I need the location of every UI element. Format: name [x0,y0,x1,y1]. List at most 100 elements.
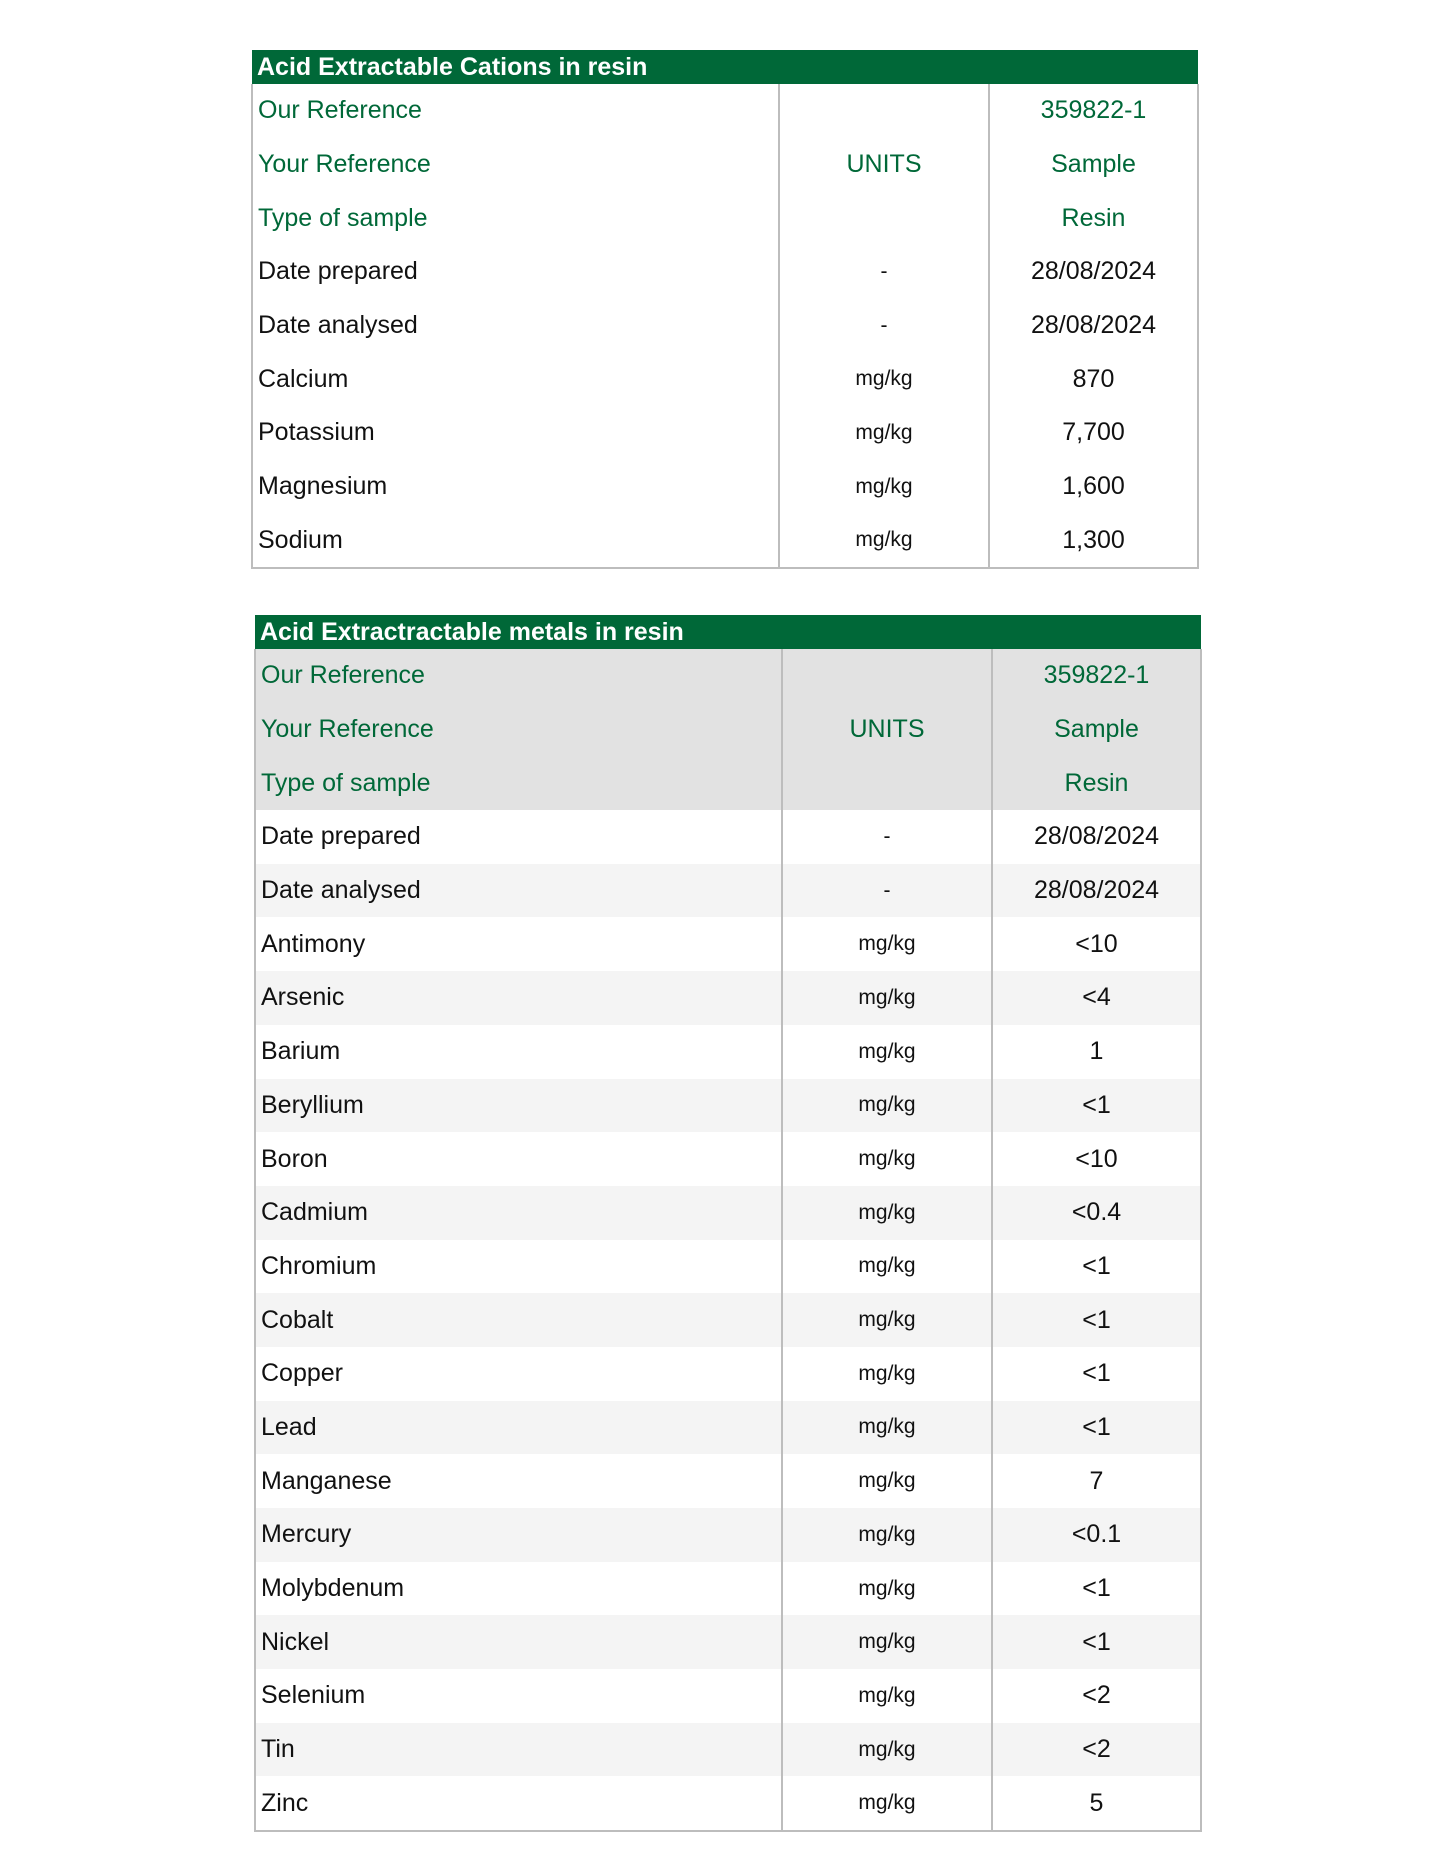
row-value: 870 [988,352,1199,407]
row-value: <2 [990,1722,1203,1777]
row-label: Potassium [251,406,780,460]
table-title: Acid Extractable Cations in resin [252,50,1198,84]
row-units: - [778,298,990,353]
reference-row: Our Reference 359822-1 [251,84,1199,138]
row-value: 7 [990,1454,1203,1508]
table-row: Cobalt mg/kg <1 [254,1293,1203,1347]
row-value: 1 [990,1024,1203,1079]
row-value: 28/08/2024 [988,298,1199,353]
row-label: Date analysed [254,863,783,918]
table-row: Date prepared -28/08/2024 [251,245,1199,299]
row-units: mg/kg [781,1132,993,1186]
row-label: Lead [254,1400,783,1455]
row-units: mg/kg [778,459,990,514]
table-row: Copper mg/kg <1 [254,1346,1203,1401]
row-value: 5 [990,1776,1203,1833]
row-value: <1 [990,1561,1203,1616]
table-row: Zinc mg/kg 5 [254,1776,1203,1833]
table-row: Mercury mg/kg <0.1 [254,1508,1203,1562]
row-value: <1 [990,1239,1203,1294]
table-row: Chromium mg/kg <1 [254,1239,1203,1294]
row-value: <2 [990,1669,1203,1723]
row-units [781,756,993,811]
row-label: Barium [254,1024,783,1079]
row-value: <4 [990,971,1203,1025]
metals-table: Acid Extractractable metals in resin Our… [254,615,1203,1833]
row-units: mg/kg [781,1239,993,1294]
row-units: mg/kg [781,1561,993,1616]
row-value: <1 [990,1346,1203,1401]
table-row: Sodium mg/kg 1,300 [251,513,1199,570]
row-label: Tin [254,1722,783,1777]
table-row: Cadmium mg/kg <0.4 [254,1185,1203,1240]
row-value: Resin [990,756,1203,811]
row-label: Molybdenum [254,1561,783,1616]
table-row: Magnesium mg/kg 1,600 [251,459,1199,514]
row-label: Nickel [254,1615,783,1670]
row-label: Date prepared [251,245,780,299]
row-units: UNITS [778,137,990,192]
row-label: Our Reference [254,649,783,703]
row-units: - [781,863,993,918]
row-units [781,649,993,703]
table-row: Lead mg/kg <1 [254,1400,1203,1455]
row-label: Your Reference [254,702,783,757]
row-units: mg/kg [778,352,990,407]
row-units: mg/kg [778,513,990,570]
reference-row: Our Reference 359822-1 [254,649,1203,703]
row-units: - [778,245,990,299]
row-value: 359822-1 [988,84,1199,138]
row-value: <0.4 [990,1185,1203,1240]
row-value: <10 [990,917,1203,972]
row-value: 1,300 [988,513,1199,570]
row-label: Antimony [254,917,783,972]
table-row: Calcium mg/kg 870 [251,352,1199,407]
table-row: Tin mg/kg <2 [254,1722,1203,1777]
row-value: <1 [990,1293,1203,1347]
row-units: mg/kg [781,917,993,972]
reference-row: Type of sample Resin [254,756,1203,811]
table-row: Date analysed -28/08/2024 [251,298,1199,353]
row-units: UNITS [781,702,993,757]
row-value: <1 [990,1615,1203,1670]
row-label: Arsenic [254,971,783,1025]
table-row: Manganese mg/kg 7 [254,1454,1203,1508]
row-label: Type of sample [251,191,780,246]
table-row: Date prepared -28/08/2024 [254,810,1203,864]
row-label: Magnesium [251,459,780,514]
row-label: Boron [254,1132,783,1186]
cations-table: Acid Extractable Cations in resin Our Re… [251,50,1199,570]
row-units: mg/kg [778,406,990,460]
row-value: 28/08/2024 [990,863,1203,918]
row-value: 359822-1 [990,649,1203,703]
row-value: 7,700 [988,406,1199,460]
row-value: 28/08/2024 [990,810,1203,864]
reference-row: Type of sample Resin [251,191,1199,246]
table-row: Selenium mg/kg <2 [254,1669,1203,1723]
table-row: Date analysed -28/08/2024 [254,863,1203,918]
row-units: mg/kg [781,1508,993,1562]
row-label: Mercury [254,1508,783,1562]
row-label: Type of sample [254,756,783,811]
row-label: Zinc [254,1776,783,1833]
row-units: mg/kg [781,1293,993,1347]
row-units: mg/kg [781,1346,993,1401]
row-value: Resin [988,191,1199,246]
row-label: Calcium [251,352,780,407]
row-units: mg/kg [781,1722,993,1777]
reference-row: Your Reference UNITS Sample [251,137,1199,192]
row-units: mg/kg [781,1024,993,1079]
table-row: Barium mg/kg 1 [254,1024,1203,1079]
row-label: Cobalt [254,1293,783,1347]
row-label: Manganese [254,1454,783,1508]
row-value: <10 [990,1132,1203,1186]
row-label: Date prepared [254,810,783,864]
row-units: mg/kg [781,1400,993,1455]
row-units: mg/kg [781,1776,993,1833]
row-units [778,191,990,246]
row-units: mg/kg [781,1454,993,1508]
table-title: Acid Extractractable metals in resin [255,615,1202,649]
row-value: <1 [990,1400,1203,1455]
row-value: 1,600 [988,459,1199,514]
row-label: Sodium [251,513,780,570]
